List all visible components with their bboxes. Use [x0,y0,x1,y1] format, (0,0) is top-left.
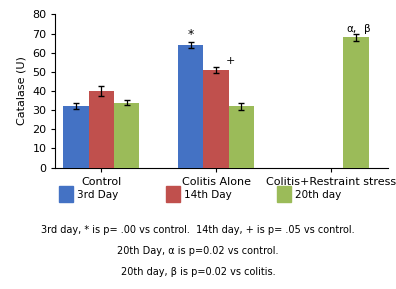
Text: β: β [364,24,371,34]
Text: 3rd day, * is p= .00 vs control.  14th day, + is p= .05 vs control.: 3rd day, * is p= .00 vs control. 14th da… [41,225,355,236]
Bar [89,91,114,168]
Text: 3rd Day: 3rd Day [77,190,118,200]
Bar [228,106,254,168]
Text: α,: α, [346,24,356,34]
Bar [63,106,89,168]
Bar [178,45,204,168]
Text: 20th day: 20th day [295,190,341,200]
Y-axis label: Catalase (U): Catalase (U) [17,57,27,125]
Text: 20th Day, α is p=0.02 vs control.: 20th Day, α is p=0.02 vs control. [117,246,279,256]
Text: *: * [188,28,194,41]
Bar [114,103,139,168]
Text: 14th Day: 14th Day [184,190,232,200]
Bar [343,37,369,168]
Bar [204,70,228,168]
Text: 20th day, β is p=0.02 vs colitis.: 20th day, β is p=0.02 vs colitis. [121,267,275,277]
Text: +: + [226,56,236,66]
